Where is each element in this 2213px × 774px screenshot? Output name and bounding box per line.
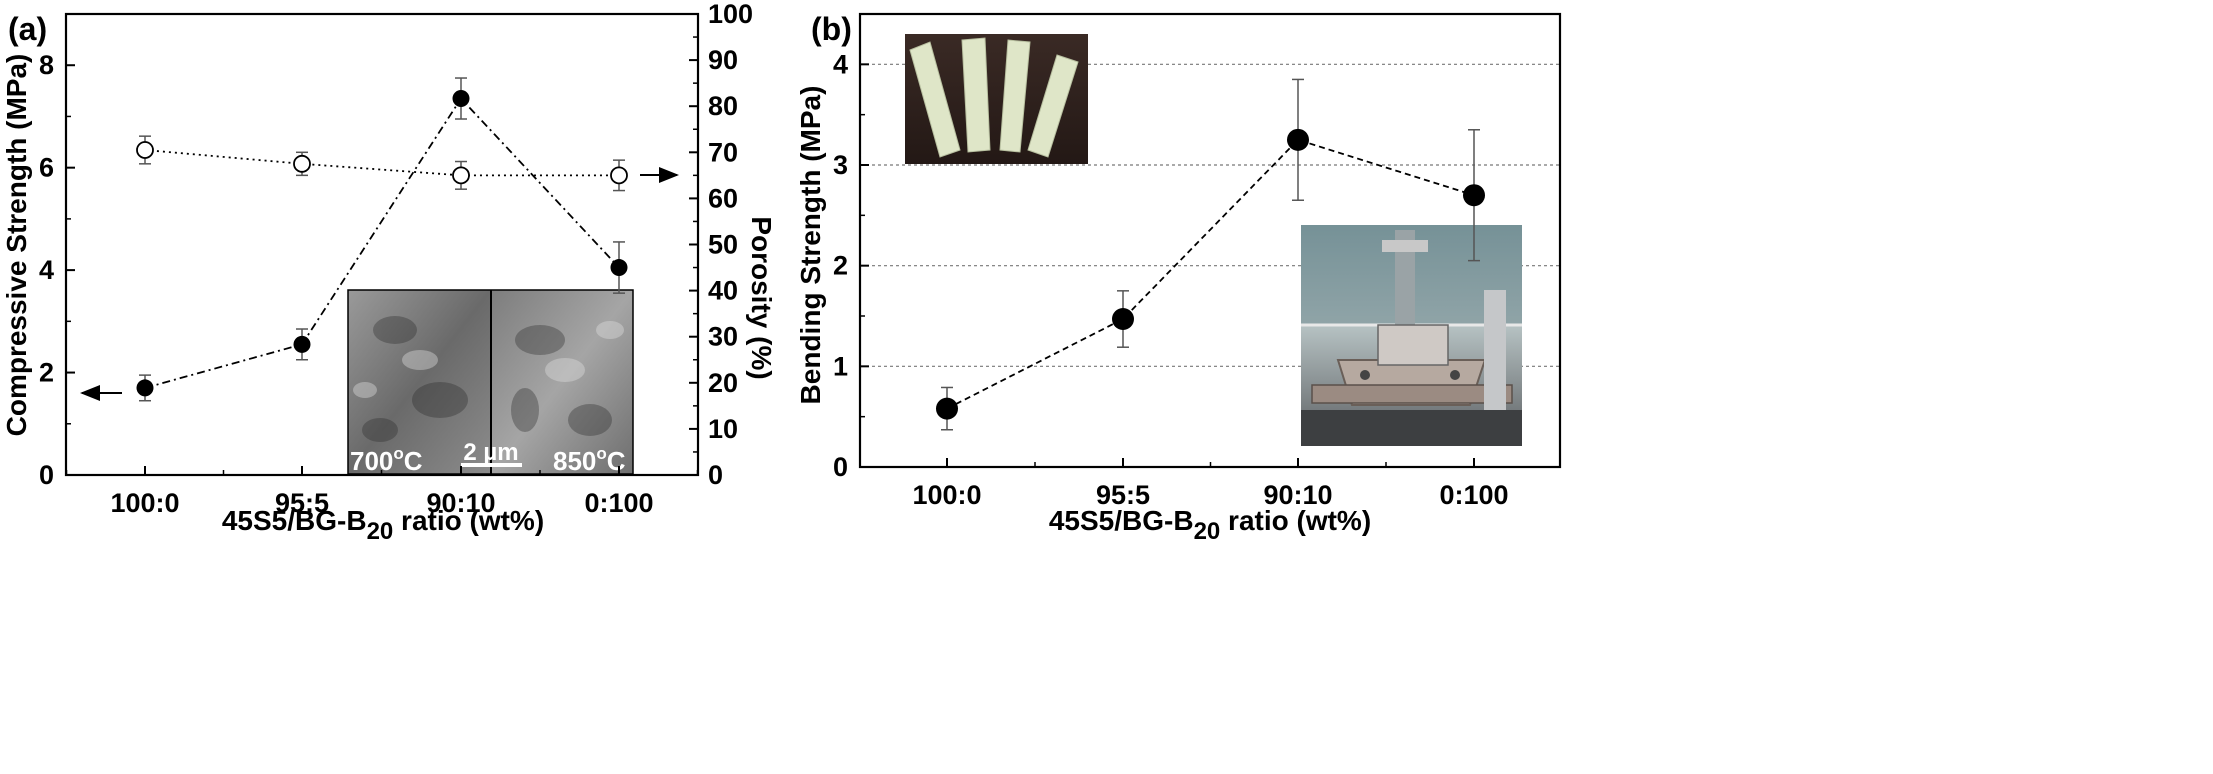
sample-photo-inset [905,34,1088,164]
panel-b-series [936,78,1485,431]
y-tick-label: 4 [833,49,848,79]
y2-tick-label: 100 [708,0,753,29]
data-point [136,379,154,397]
sem-inset: 2 µm 700oC 850oC [347,289,634,476]
y2-tick-label: 50 [708,230,738,260]
y-tick-label: 6 [39,153,54,183]
series-line-1 [144,149,619,177]
y-tick-label: 2 [833,251,848,281]
series-line-0 [144,97,620,389]
y2-tick-label: 10 [708,414,738,444]
y2-tick-label: 80 [708,91,738,121]
x-tick-label: 95:5 [1096,480,1150,510]
panel-a-label: (a) [8,11,47,47]
x-tick-label: 0:100 [584,488,653,518]
panel-a-series [136,77,628,402]
y2-tick-label: 90 [708,45,738,75]
y2-tick-label: 0 [708,460,723,490]
panel-a: (a) 2 µm 700oC [1,0,777,545]
x-tick-label: 0:100 [1439,480,1508,510]
x-tick-label: 100:0 [912,480,981,510]
sem-label-850: 850oC [553,444,626,476]
panel-b-ticks: 0 1 2 3 4 100:0 95:5 90:10 0:100 [833,49,1509,510]
y-tick-label: 0 [39,460,54,490]
series-line-0 [946,138,1475,410]
x-tick-label: 90:10 [1263,480,1332,510]
panel-a-y-axis-label: Compressive Strength (MPa) [1,54,32,437]
scale-bar-label: 2 µm [463,439,518,466]
y-tick-label: 2 [39,358,54,388]
x-tick-label: 100:0 [110,488,179,518]
panel-b-x-axis-label: 45S5/BG-B20 ratio (wt%) [1049,505,1371,545]
sem-image-700 [348,290,491,474]
x-tick-label: 90:10 [426,488,495,518]
data-point [1287,128,1309,151]
y2-tick-label: 20 [708,368,738,398]
test-rig-photo-inset [1301,225,1522,446]
sem-label-700: 700oC [350,444,423,476]
data-point [452,90,470,108]
data-point [452,166,470,185]
data-point [1112,308,1134,331]
data-point [293,154,311,173]
data-point [293,335,311,353]
x-tick-label: 95:5 [275,488,329,518]
data-point [136,141,154,159]
panel-a-x-axis-label: 45S5/BG-B20 ratio (wt%) [222,505,544,545]
sem-image-850 [491,290,633,474]
data-point [1463,184,1485,207]
y2-tick-label: 40 [708,276,738,306]
y2-tick-label: 70 [708,137,738,167]
y-tick-label: 3 [833,150,848,180]
y2-tick-label: 30 [708,322,738,352]
data-point [936,397,958,420]
panel-b-label: (b) [811,11,852,47]
y-tick-label: 8 [39,50,54,80]
y-tick-label: 0 [833,452,848,482]
panel-a-y2-axis-label: Porosity (%) [746,216,777,379]
y2-tick-label: 60 [708,183,738,213]
data-point [610,166,628,185]
y-tick-label: 4 [39,255,54,285]
y-tick-label: 1 [833,351,848,381]
panel-b-y-axis-label: Bending Strength (MPa) [795,86,826,405]
data-point [610,259,628,277]
